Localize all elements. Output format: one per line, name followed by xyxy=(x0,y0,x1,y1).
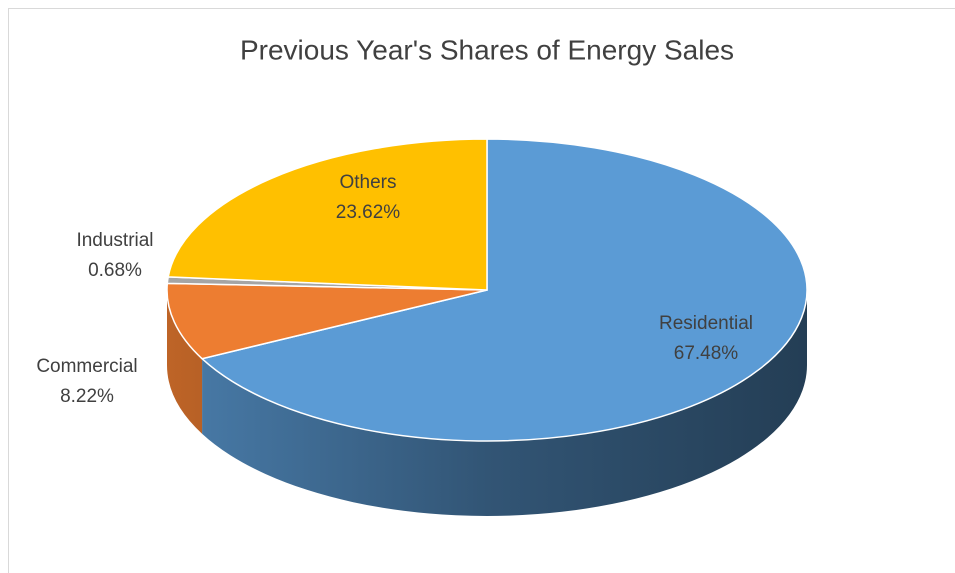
data-label-value: 23.62% xyxy=(336,202,401,223)
data-label-value: 67.48% xyxy=(674,343,739,364)
data-label-value: 8.22% xyxy=(60,386,114,407)
data-label-value: 0.68% xyxy=(88,260,142,281)
slice xyxy=(200,138,808,442)
data-label-category: Industrial xyxy=(76,230,153,251)
slice-side xyxy=(202,290,808,516)
data-label-category: Residential xyxy=(659,313,753,334)
data-label-category: Others xyxy=(339,172,396,193)
data-label-category: Commercial xyxy=(36,356,137,377)
slice xyxy=(167,138,488,291)
chart-title: Previous Year's Shares of Energy Sales xyxy=(240,34,734,65)
slice xyxy=(166,282,488,360)
